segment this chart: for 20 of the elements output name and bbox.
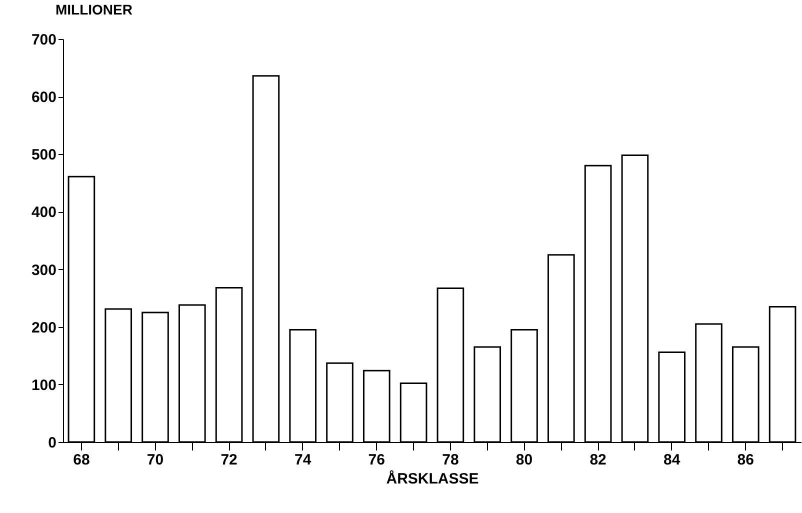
y-tick-label: 0 — [48, 434, 56, 452]
x-axis-title: ÅRSKLASSE — [386, 470, 479, 488]
x-tick-label: 68 — [73, 452, 90, 468]
y-tick-label: 200 — [31, 319, 56, 336]
x-tick-label: 78 — [442, 452, 459, 468]
y-tick-label: 500 — [31, 146, 56, 164]
x-tick-label: 84 — [664, 452, 681, 468]
x-tick-label: 72 — [220, 452, 238, 468]
y-tick-label: 100 — [31, 376, 56, 394]
y-tick-label: 400 — [31, 204, 56, 222]
x-tick-label: 76 — [368, 452, 385, 468]
x-tick-label: 86 — [737, 452, 754, 468]
y-axis-title: MILLIONER — [56, 2, 132, 18]
y-tick-label: 300 — [31, 262, 56, 279]
y-tick-label: 700 — [31, 32, 56, 48]
x-tick-label: 80 — [516, 452, 533, 468]
y-tick-label: 600 — [31, 89, 56, 106]
x-tick-label: 82 — [590, 452, 606, 468]
x-tick-label: 74 — [294, 452, 312, 468]
x-tick-label: 70 — [146, 452, 164, 468]
